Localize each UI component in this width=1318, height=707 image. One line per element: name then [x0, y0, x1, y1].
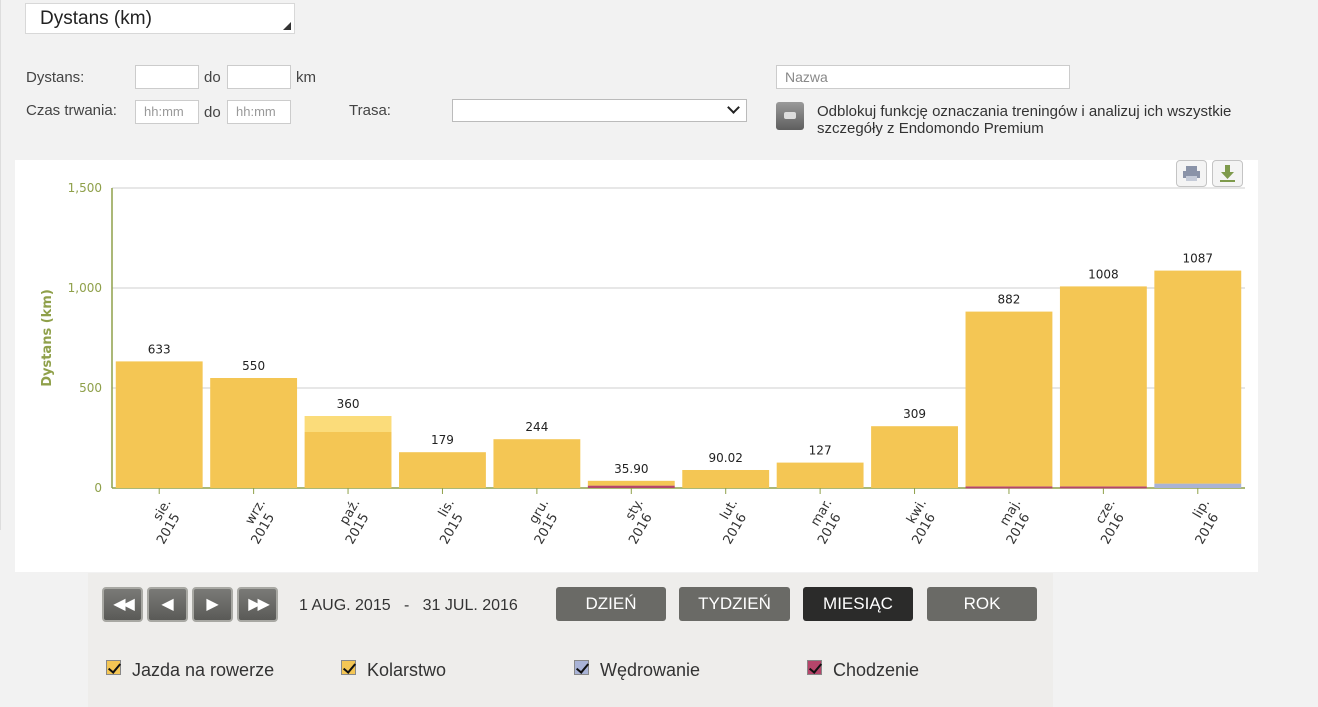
route-select[interactable] — [452, 99, 747, 122]
distance-from-input[interactable] — [135, 65, 199, 89]
name-input[interactable]: Nazwa — [776, 65, 1070, 89]
dropdown-corner-icon — [283, 22, 291, 30]
period-day-button[interactable]: DZIEŃ — [556, 587, 666, 621]
legend-checkbox[interactable] — [574, 660, 589, 675]
bar-value-label: 179 — [431, 433, 454, 447]
premium-lock-icon[interactable] — [776, 102, 804, 130]
distance-to-input[interactable] — [227, 65, 291, 89]
x-tick-label-group: gru.2015 — [526, 497, 561, 548]
distance-label: Dystans: — [26, 69, 85, 86]
left-icon: ◀ — [161, 596, 174, 613]
legend-label: Jazda na rowerze — [132, 660, 275, 680]
bar-segment — [493, 439, 581, 488]
x-tick-label-group: lip.2016 — [1190, 497, 1222, 548]
legend-checkbox[interactable] — [106, 660, 121, 675]
chart-grid — [111, 187, 1245, 494]
bar-segment — [871, 426, 958, 488]
y-tick-label: 0 — [94, 481, 102, 495]
x-tick-label-group: lis.2015 — [436, 497, 467, 548]
bar-segment — [1154, 270, 1242, 484]
legend-checkbox[interactable] — [341, 660, 356, 675]
duration-from-input[interactable]: hh:mm — [135, 100, 199, 124]
bar-value-label: 1087 — [1183, 252, 1214, 266]
bar-value-label: 309 — [903, 407, 926, 421]
y-axis-title: Dystans (km) — [40, 289, 55, 387]
x-tick-label-group: sie.2015 — [150, 497, 183, 548]
x-tick-label-group: cze.2016 — [1093, 497, 1128, 548]
bar-value-label: 127 — [809, 444, 832, 458]
next-button[interactable]: ▶ — [192, 587, 233, 622]
print-button[interactable] — [1176, 160, 1207, 187]
x-tick-label-group: maj.2016 — [997, 497, 1033, 548]
route-label: Trasa: — [349, 102, 391, 119]
range-end: 31 JUL. 2016 — [422, 597, 518, 614]
duration-to-label: do — [204, 104, 221, 121]
legend-checkbox[interactable] — [807, 660, 822, 675]
bar-segment — [965, 486, 1053, 489]
range-start: 1 AUG. 2015 — [299, 597, 391, 614]
double-left-icon: ◀◀ — [113, 596, 135, 613]
metric-dropdown-label: Dystans (km) — [40, 8, 152, 29]
bar-segment — [1059, 286, 1147, 487]
bar-segment — [965, 311, 1053, 487]
x-tick-label-group: lut.2016 — [718, 497, 751, 548]
legend-label: Wędrowanie — [600, 660, 701, 680]
previous-button[interactable]: ◀ — [147, 587, 188, 622]
chart-bars — [115, 270, 1242, 489]
right-icon: ▶ — [206, 596, 219, 613]
bar-value-label: 550 — [242, 359, 265, 373]
bar-value-label: 1008 — [1088, 267, 1119, 281]
x-tick-label-group: kwi.2016 — [904, 497, 939, 548]
x-tick-label-group: paź.2015 — [337, 497, 373, 548]
distance-unit-label: km — [296, 69, 316, 86]
bar-segment — [587, 480, 675, 486]
y-tick-label: 1,500 — [68, 181, 102, 195]
distance-bar-chart: 1,500 1,000 500 0 Dystans (km) 633 sie.2015 550… — [40, 181, 1245, 548]
bar-segment — [682, 469, 770, 488]
premium-promo-text[interactable]: Odblokuj funkcję oznaczania treningów i … — [817, 103, 1232, 137]
x-tick-label-group: wrz.2015 — [243, 497, 278, 548]
bar-value-label: 882 — [998, 293, 1021, 307]
download-button[interactable] — [1212, 160, 1243, 187]
bar-segment — [304, 432, 392, 488]
bar-segment — [304, 416, 392, 432]
distance-to-label: do — [204, 69, 221, 86]
print-icon — [1183, 166, 1200, 181]
period-week-button[interactable]: TYDZIEŃ — [679, 587, 790, 621]
bar-value-label: 360 — [337, 397, 360, 411]
bar-value-label: 633 — [148, 342, 171, 356]
period-year-button[interactable]: ROK — [927, 587, 1037, 621]
last-button[interactable]: ▶▶ — [237, 587, 278, 622]
bar-segment — [1059, 486, 1147, 489]
bar-segment — [399, 452, 486, 488]
bar-segment — [115, 361, 203, 488]
bar-value-label: 90.02 — [709, 451, 743, 465]
legend-label: Kolarstwo — [367, 660, 447, 680]
bar-segment — [776, 462, 864, 488]
y-tick-label: 1,000 — [68, 281, 102, 295]
duration-label: Czas trwania: — [26, 102, 117, 119]
bar-segment — [1154, 483, 1242, 488]
period-month-button[interactable]: MIESIĄC — [803, 587, 913, 621]
x-tick-label-group: mar.2016 — [808, 497, 844, 548]
first-button[interactable]: ◀◀ — [102, 587, 143, 622]
page-edge — [0, 0, 1, 530]
x-tick-label-group: sty.2016 — [623, 497, 656, 548]
double-right-icon: ▶▶ — [248, 596, 270, 613]
bar-segment — [210, 378, 298, 488]
bar-segment — [587, 485, 675, 488]
download-icon — [1220, 165, 1235, 182]
bar-value-label: 35.90 — [614, 462, 648, 476]
metric-dropdown[interactable]: Dystans (km) — [25, 3, 295, 34]
duration-to-input[interactable]: hh:mm — [227, 100, 291, 124]
y-tick-label: 500 — [79, 381, 102, 395]
bar-value-label: 244 — [525, 420, 548, 434]
legend-label: Chodzenie — [833, 660, 920, 680]
date-range: 1 AUG. 2015 - 31 JUL. 2016 — [299, 597, 518, 615]
range-separator: - — [403, 597, 410, 614]
